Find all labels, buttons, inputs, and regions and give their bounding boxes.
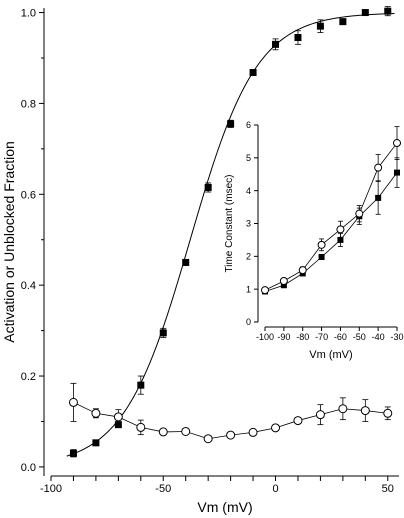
inset-chart: -100 -90 -80 -70 -60 -50 -40 -30 0 1 2 3 4 5 6 Vm (mV)…	[224, 120, 404, 361]
inset-x-tick-label: -40	[372, 332, 385, 342]
inset-series-open-circles	[261, 126, 401, 295]
inset-y-tick-label: 3	[246, 219, 251, 229]
main-y-tick-label: 1.0	[21, 8, 36, 20]
main-ticks: -100 -50 0 500.00.20.40.60.81.0	[21, 8, 394, 495]
main-data-point-square	[204, 183, 212, 191]
main-data-point-circle	[136, 422, 146, 432]
inset-data-point-square	[318, 253, 325, 260]
main-data-point-square	[69, 449, 77, 457]
main-data-point-circle	[158, 427, 168, 437]
inset-data-point-square	[375, 194, 382, 201]
main-data-point-square	[182, 258, 190, 266]
main-y-axis-title: Activation or Unblocked Fraction	[1, 141, 17, 343]
inset-data-point-square	[394, 169, 400, 176]
main-data-point-circle	[248, 427, 258, 437]
main-data-point-square	[114, 421, 122, 429]
main-y-tick-label: 0.0	[21, 462, 36, 474]
main-plot-area	[66, 6, 395, 458]
main-x-tick-label: 0	[272, 483, 278, 495]
main-data-point-square	[92, 439, 100, 447]
inset-x-tick-label: -70	[315, 332, 328, 342]
inset-plot-area	[261, 126, 401, 295]
inset-x-tick-label: -90	[277, 332, 290, 342]
inset-y-tick-label: 4	[246, 186, 251, 196]
inset-data-point-square	[280, 282, 287, 289]
main-data-point-square	[272, 40, 280, 48]
main-data-point-circle	[181, 426, 191, 436]
main-data-point-circle	[293, 416, 303, 426]
main-data-point-circle	[271, 423, 281, 433]
main-data-point-square	[137, 381, 145, 389]
inset-data-point-circle	[355, 209, 364, 218]
main-data-point-circle	[226, 430, 236, 440]
main-series-open-circles	[68, 382, 393, 444]
inset-data-point-circle	[336, 225, 345, 234]
inset-data-point-circle	[393, 139, 401, 148]
inset-x-axis-title: Vm (mV)	[309, 349, 352, 361]
main-data-point-circle	[315, 410, 325, 420]
inset-y-axis-title: Time Constant (msec)	[224, 175, 235, 273]
main-data-point-square	[384, 7, 392, 15]
main-data-point-square	[294, 34, 302, 42]
main-data-point-square	[159, 329, 167, 337]
inset-data-point-circle	[317, 240, 326, 249]
inset-data-point-circle	[298, 266, 307, 275]
main-data-point-circle	[338, 404, 348, 414]
inset-y-tick-label: 2	[246, 252, 251, 262]
main-data-point-circle	[203, 434, 213, 444]
inset-data-point-circle	[374, 163, 383, 172]
main-series-filled-squares	[69, 6, 392, 458]
main-y-tick-label: 0.6	[21, 189, 36, 201]
main-data-point-square	[316, 22, 324, 30]
inset-x-tick-label: -50	[353, 332, 366, 342]
main-x-tick-label: -50	[155, 483, 171, 495]
inset-x-tick-label: -100	[256, 332, 274, 342]
inset-x-tick-label: -80	[296, 332, 309, 342]
inset-data-point-circle	[261, 286, 269, 295]
main-data-point-circle	[113, 412, 123, 422]
main-data-point-circle	[360, 406, 370, 416]
main-x-axis-title: Vm (mV)	[197, 499, 252, 515]
inset-x-tick-label: -30	[390, 332, 403, 342]
inset-ticks: -100 -90 -80 -70 -60 -50 -40 -30 0 1 2 3 4 5 6	[246, 120, 404, 342]
inset-y-tick-label: 1	[246, 284, 251, 294]
main-x-tick-label: 50	[382, 483, 394, 495]
inset-data-point-circle	[279, 276, 288, 285]
inset-y-tick-label: 5	[246, 153, 251, 163]
main-y-tick-label: 0.2	[21, 371, 36, 383]
main-data-point-circle	[383, 408, 393, 418]
main-chart: -100 -50 0 500.00.20.40.60.81.0 Vm (mV) Act…	[1, 6, 399, 515]
inset-data-point-square	[337, 236, 344, 243]
main-data-point-square	[227, 120, 235, 128]
main-y-tick-label: 0.4	[21, 280, 36, 292]
main-data-point-square	[339, 18, 347, 26]
main-data-point-square	[361, 9, 369, 17]
inset-y-tick-label: 6	[246, 120, 251, 130]
main-x-tick-label: -100	[40, 483, 62, 495]
main-data-point-circle	[68, 397, 78, 407]
main-data-point-square	[249, 69, 257, 77]
inset-y-tick-label: 0	[246, 317, 251, 327]
main-y-tick-label: 0.8	[21, 98, 36, 110]
inset-series-filled-squares	[262, 157, 400, 295]
inset-series-line	[264, 172, 398, 292]
inset-x-tick-label: -60	[334, 332, 347, 342]
main-data-point-circle	[91, 408, 101, 418]
